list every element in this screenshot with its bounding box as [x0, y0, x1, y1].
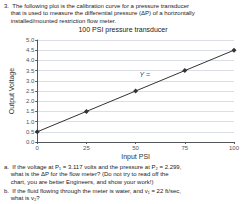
svg-text:100: 100	[229, 145, 240, 151]
svg-text:b. If the fluid flowing throu: b. If the fluid flowing through the mete…	[4, 188, 181, 194]
svg-text:4.0: 4.0	[26, 57, 35, 63]
svg-text:100 PSI pressure transducer: 100 PSI pressure transducer	[78, 26, 168, 34]
svg-text:Y =: Y =	[140, 71, 151, 78]
svg-text:3. The following plot is the: 3. The following plot is the calibration…	[4, 3, 189, 9]
svg-text:a. If the voltage at P₁ = 3.1: a. If the voltage at P₁ = 3.117 volts an…	[4, 164, 182, 170]
svg-text:chart, you are better Engineer: chart, you are better Engineers, and sho…	[4, 179, 153, 185]
svg-text:Input PSI: Input PSI	[121, 153, 150, 161]
svg-text:installed/mounted restriction: installed/mounted restriction flow meter…	[4, 18, 116, 24]
svg-text:0.0: 0.0	[26, 139, 35, 145]
svg-text:3.5: 3.5	[26, 68, 35, 74]
svg-text:what is the ΔP for the flow me: what is the ΔP for the flow meter? (Do n…	[4, 171, 169, 177]
svg-text:1.5: 1.5	[26, 108, 35, 114]
svg-text:3.0: 3.0	[26, 78, 35, 84]
svg-text:50: 50	[132, 145, 139, 151]
svg-text:0: 0	[36, 145, 40, 151]
svg-text:2.0: 2.0	[26, 98, 35, 104]
svg-text:Output Voltage: Output Voltage	[8, 68, 16, 114]
svg-text:what is v₂?: what is v₂?	[4, 195, 40, 201]
svg-text:75: 75	[181, 145, 188, 151]
svg-text:4.5: 4.5	[26, 47, 35, 53]
svg-text:2.5: 2.5	[26, 88, 35, 94]
svg-text:0.5: 0.5	[26, 129, 35, 135]
svg-text:1.0: 1.0	[26, 119, 35, 125]
svg-text:5.0: 5.0	[26, 37, 35, 43]
svg-text:25: 25	[83, 145, 90, 151]
svg-text:that is used to measure the di: that is used to measure the differential…	[4, 10, 195, 16]
